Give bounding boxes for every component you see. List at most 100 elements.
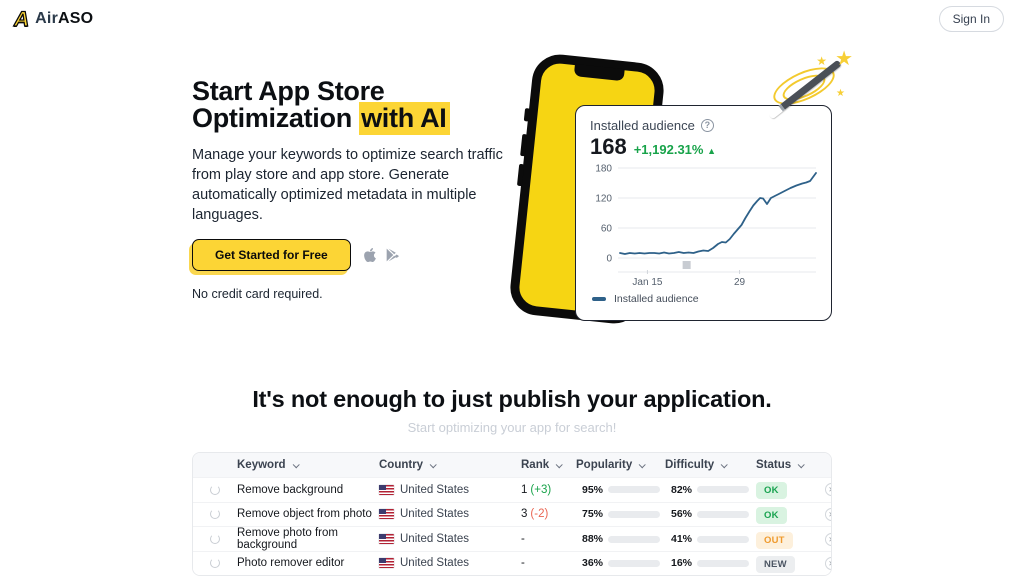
column-header-popularity[interactable]: Popularity: [576, 459, 665, 471]
legend-dash-icon: [592, 297, 606, 301]
difficulty-bar: [697, 510, 749, 518]
svg-text:120: 120: [595, 194, 612, 205]
keyword-cell: Remove photo from background: [237, 527, 338, 551]
status-badge: OK: [756, 482, 787, 500]
hero-illustration: ★ ★ ★ Installed audience ? 168 +1,192.31…: [505, 48, 853, 343]
chart-legend: Installed audience: [590, 293, 817, 305]
section-subtitle: Start optimizing your app for search!: [407, 420, 617, 435]
section-title: It's not enough to just publish your app…: [252, 386, 772, 412]
sort-chevron-icon: [638, 460, 646, 468]
keyword-cell: Remove object from photo: [237, 508, 372, 521]
us-flag-icon: [379, 558, 394, 569]
phone-side-button: [520, 133, 528, 157]
popularity-bar: [608, 535, 660, 543]
sort-chevron-icon: [555, 460, 563, 468]
popularity-cell: 88%: [576, 533, 665, 545]
country-cell: United States: [379, 508, 521, 520]
magic-wand-illustration: ★ ★ ★: [753, 48, 853, 143]
refresh-icon[interactable]: [210, 534, 220, 544]
difficulty-cell: 16%: [665, 557, 756, 569]
trend-up-icon: ▲: [707, 146, 717, 156]
brand-name: AirASO: [35, 10, 93, 28]
star-icon: ★: [835, 48, 853, 70]
rank-cell: 1 (+3): [521, 483, 552, 496]
svg-text:180: 180: [595, 164, 612, 175]
remove-icon[interactable]: ✕: [825, 507, 831, 521]
popularity-bar: [608, 559, 660, 567]
get-started-button[interactable]: Get Started for Free: [192, 239, 351, 271]
analytics-card: Installed audience ? 168 +1,192.31% ▲ 0 6…: [575, 105, 832, 321]
column-header-country[interactable]: Country: [379, 459, 521, 471]
store-icons: [363, 247, 400, 263]
column-header-status[interactable]: Status: [756, 459, 825, 471]
sort-chevron-icon: [720, 460, 728, 468]
country-label: United States: [400, 483, 470, 496]
keyword-table: Keyword Country Rank Popularity Difficulty St…: [192, 452, 832, 576]
difficulty-bar: [697, 559, 749, 567]
hero: Start App Store Optimization with AI Man…: [192, 78, 524, 301]
remove-icon[interactable]: ✕: [825, 556, 831, 570]
phone-side-button: [516, 163, 525, 187]
difficulty-bar: [697, 486, 749, 494]
hero-note: No credit card required.: [192, 287, 323, 301]
country-label: United States: [400, 508, 470, 521]
apple-icon: [363, 248, 376, 262]
column-header-keyword[interactable]: Keyword: [237, 459, 379, 471]
rank-cell: 3 (-2): [521, 508, 549, 521]
section-heading: It's not enough to just publish your app…: [0, 386, 1024, 435]
keyword-cell: Photo remover editor: [237, 557, 345, 570]
difficulty-cell: 82%: [665, 484, 756, 496]
difficulty-cell: 56%: [665, 508, 756, 520]
brand[interactable]: A AirASO: [13, 7, 93, 31]
metric-change: +1,192.31% ▲: [634, 142, 716, 157]
country-cell: United States: [379, 557, 521, 569]
hero-title-line2: Optimization: [192, 103, 360, 133]
sort-chevron-icon: [292, 460, 300, 468]
audience-chart: 0 60 120 180 Jan 15 29: [595, 164, 817, 288]
refresh-icon[interactable]: [210, 484, 220, 495]
phone-notch: [573, 64, 625, 82]
us-flag-icon: [379, 509, 394, 520]
popularity-cell: 75%: [576, 508, 665, 520]
star-icon: ★: [836, 88, 845, 99]
difficulty-cell: 41%: [665, 533, 756, 545]
table-row[interactable]: Photo remover editor United States - 36%…: [193, 550, 831, 575]
remove-icon[interactable]: ✕: [825, 532, 831, 546]
us-flag-icon: [379, 534, 394, 544]
svg-text:29: 29: [734, 277, 746, 288]
hero-description: Manage your keywords to optimize search …: [192, 147, 503, 223]
svg-text:0: 0: [606, 254, 612, 265]
popularity-bar: [608, 486, 660, 494]
table-row[interactable]: Remove background United States 1 (+3) 95…: [193, 477, 831, 502]
table-row[interactable]: Remove photo from background United Stat…: [193, 526, 831, 551]
sign-in-button[interactable]: Sign In: [938, 6, 1004, 32]
header: A AirASO Sign In: [0, 0, 1024, 38]
country-cell: United States: [379, 533, 521, 545]
hero-title-highlight: with AI: [359, 102, 451, 135]
refresh-icon[interactable]: [210, 509, 220, 520]
rank-cell: -: [521, 533, 525, 545]
sort-chevron-icon: [429, 460, 437, 468]
hero-title: Start App Store Optimization with AI: [192, 76, 524, 135]
metric-value: 168: [590, 134, 627, 159]
remove-icon[interactable]: ✕: [825, 483, 831, 497]
legend-label: Installed audience: [614, 293, 699, 305]
cta-row: Get Started for Free: [192, 239, 524, 271]
metric-change-value: +1,192.31%: [633, 142, 704, 157]
table-row[interactable]: Remove object from photo United States 3…: [193, 501, 831, 526]
help-icon[interactable]: ?: [700, 119, 714, 132]
keyword-cell: Remove background: [237, 483, 344, 496]
svg-text:Jan 15: Jan 15: [632, 277, 662, 288]
popularity-cell: 36%: [576, 557, 665, 569]
hero-title-line1: Start App Store: [192, 76, 385, 106]
sort-chevron-icon: [797, 460, 805, 468]
star-icon: ★: [816, 54, 827, 68]
column-header-rank[interactable]: Rank: [521, 459, 576, 471]
refresh-icon[interactable]: [210, 558, 220, 569]
status-badge: OK: [756, 506, 787, 524]
column-header-difficulty[interactable]: Difficulty: [665, 459, 756, 471]
country-cell: United States: [379, 484, 521, 496]
rank-cell: -: [521, 557, 525, 570]
brand-logo-icon: A: [13, 7, 30, 31]
